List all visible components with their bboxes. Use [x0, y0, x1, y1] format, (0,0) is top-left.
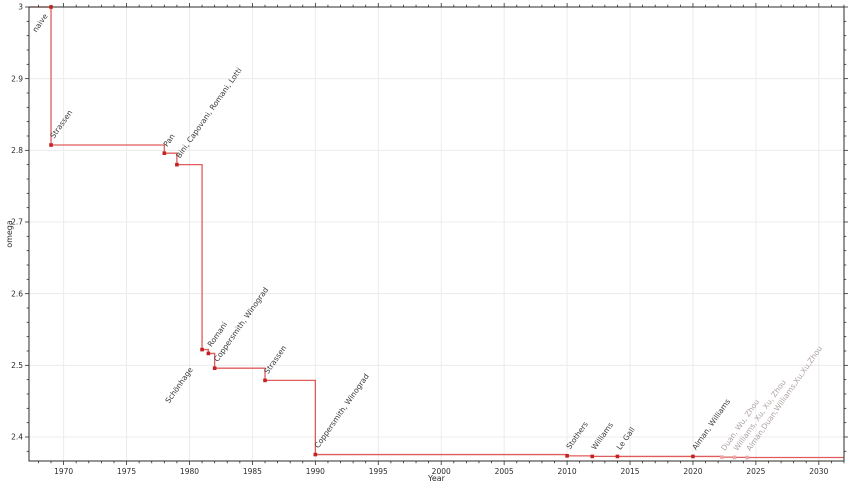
data-point-marker [200, 347, 204, 352]
y-tick-label: 2.9 [11, 74, 23, 83]
data-point-marker [745, 455, 749, 460]
x-tick-label: 2025 [746, 467, 765, 476]
x-tick-label: 1970 [54, 467, 73, 476]
data-point-marker [615, 454, 620, 459]
x-tick-label: 2020 [683, 467, 702, 476]
data-point-marker [49, 5, 53, 9]
y-axis-title: omega [5, 220, 14, 248]
data-point-marker [212, 366, 217, 370]
y-tick-label: 2.8 [11, 146, 23, 155]
data-point-marker [162, 151, 167, 155]
x-tick-label: 2030 [809, 467, 828, 476]
x-tick-label: 1990 [306, 467, 325, 476]
data-point-marker [49, 143, 53, 147]
data-point-marker [263, 378, 267, 383]
y-tick-label: 2.5 [11, 361, 23, 370]
x-tick-label: 1975 [117, 467, 136, 476]
y-tick-label: 2.6 [11, 289, 23, 298]
x-tick-label: 2000 [432, 467, 451, 476]
x-tick-label: 2005 [495, 467, 514, 476]
x-axis-title: Year [427, 474, 446, 483]
y-tick-label: 3 [18, 3, 23, 12]
x-tick-label: 1995 [369, 467, 388, 476]
y-tick-label: 2.4 [11, 433, 23, 442]
data-point-marker [691, 454, 695, 459]
y-tick-label: 2.7 [11, 218, 23, 227]
data-point-marker [565, 454, 569, 458]
data-point-marker [313, 452, 318, 457]
x-tick-label: 1980 [180, 467, 199, 476]
data-point-marker [590, 454, 595, 459]
data-point-marker [732, 455, 737, 460]
axes-frame [28, 6, 845, 462]
x-tick-label: 2015 [620, 467, 639, 476]
data-point-marker [206, 351, 211, 356]
x-tick-label: 1985 [243, 467, 262, 476]
x-tick-label: 2010 [558, 467, 577, 476]
data-point-marker [175, 162, 179, 167]
data-point-marker [720, 455, 724, 459]
